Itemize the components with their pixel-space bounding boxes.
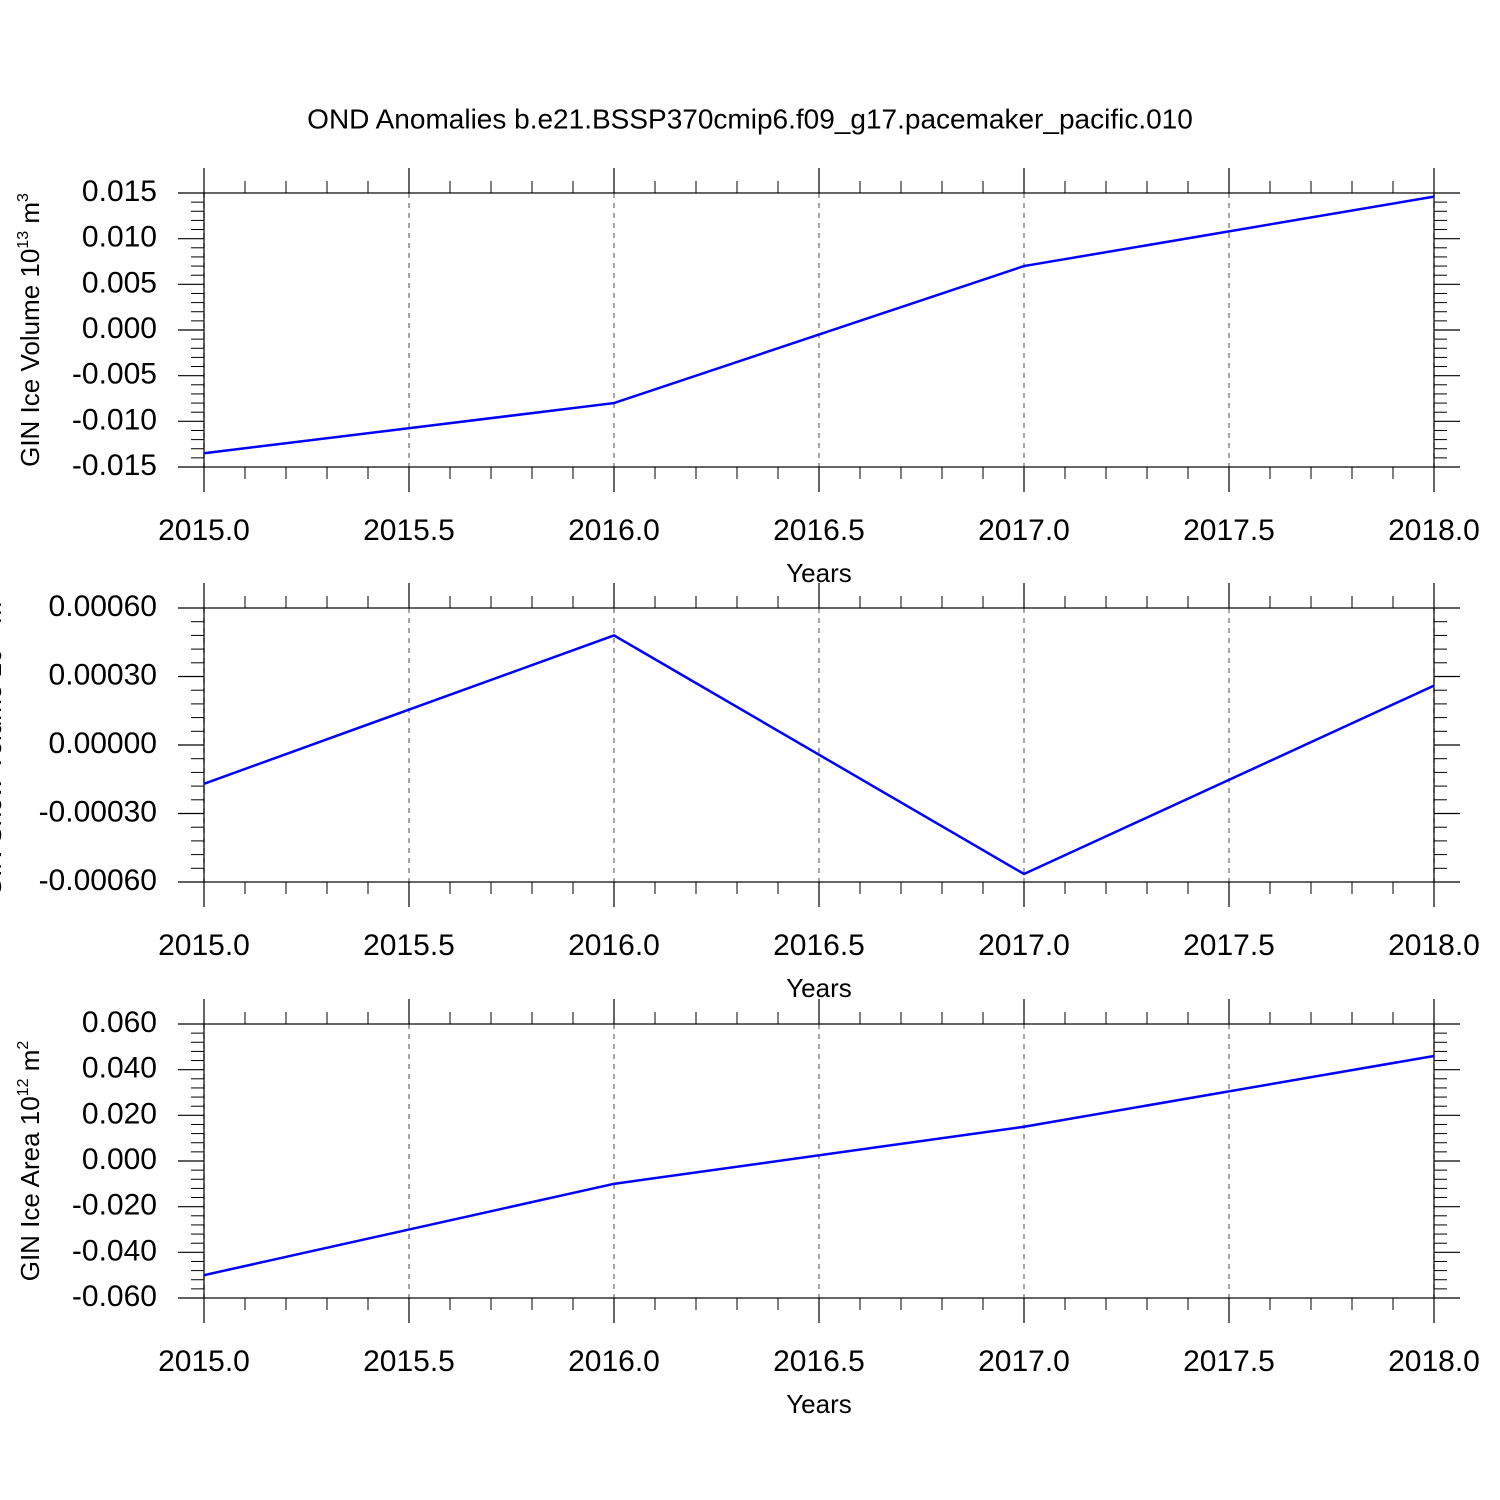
plot-frame (203, 192, 1435, 468)
y-axis-label: GIN Ice Volume 1013 m3 (15, 193, 45, 467)
x-tick-label: 2016.0 (568, 514, 660, 547)
plot-frame (203, 607, 1435, 883)
x-tick-label: 2015.0 (158, 1345, 250, 1378)
y-tick-label: -0.060 (72, 1280, 157, 1313)
y-tick-label: 0.040 (82, 1052, 157, 1085)
y-tick-label: 0.005 (82, 266, 157, 299)
x-tick-label: 2015.0 (158, 929, 250, 962)
x-tick-label: 2017.5 (1183, 1345, 1275, 1378)
y-tick-label: 0.000 (82, 312, 157, 345)
y-tick-label: 0.020 (82, 1097, 157, 1130)
y-axis-label-part: m (15, 202, 45, 231)
x-axis-label: Years (786, 1389, 852, 1419)
y-tick-label: 0.010 (82, 221, 157, 254)
y-tick-label: -0.005 (72, 358, 157, 391)
data-line (203, 195, 1435, 455)
data-line (203, 1054, 1435, 1277)
y-axis-label-part: GIN Ice Volume 10 (15, 249, 45, 467)
data-line (203, 634, 1435, 876)
x-tick-label: 2015.5 (363, 514, 455, 547)
y-tick-label: 0.060 (82, 1006, 157, 1039)
y-axis-label-part: 12 (15, 1078, 32, 1096)
x-axis-label: Years (786, 973, 852, 1003)
x-tick-label: 2015.5 (363, 929, 455, 962)
y-axis-label-part: 3 (15, 193, 32, 202)
plot-frame (203, 1023, 1435, 1299)
figure-title: OND Anomalies b.e21.BSSP370cmip6.f09_g17… (307, 103, 1193, 134)
x-tick-label: 2015.0 (158, 514, 250, 547)
x-tick-label: 2016.0 (568, 929, 660, 962)
y-axis-label-part: m (15, 1050, 45, 1079)
y-tick-label: 0.00030 (49, 658, 157, 691)
x-tick-label: 2016.5 (773, 929, 865, 962)
y-tick-label: -0.020 (72, 1189, 157, 1222)
x-tick-label: 2016.0 (568, 1345, 660, 1378)
y-axis-label: GIN Snow Volume 1013 m3 (0, 593, 7, 897)
y-tick-label: -0.015 (72, 449, 157, 482)
y-tick-label: -0.00030 (39, 795, 157, 828)
y-tick-label: 0.00000 (49, 727, 157, 760)
x-tick-label: 2017.0 (978, 1345, 1070, 1378)
y-tick-label: 0.015 (82, 175, 157, 208)
y-axis-label-part: GIN Snow Volume 10 (0, 649, 7, 898)
x-tick-label: 2017.0 (978, 929, 1070, 962)
x-tick-label: 2015.5 (363, 1345, 455, 1378)
y-tick-label: 0.000 (82, 1143, 157, 1176)
y-axis-label-part: 2 (15, 1041, 32, 1050)
x-tick-label: 2017.0 (978, 514, 1070, 547)
x-tick-label: 2016.5 (773, 514, 865, 547)
x-axis-label: Years (786, 558, 852, 588)
x-tick-label: 2018.0 (1388, 1345, 1480, 1378)
y-axis-label-part: m (0, 602, 7, 631)
y-axis-label: GIN Ice Area 1012 m2 (15, 1041, 45, 1282)
x-tick-label: 2017.5 (1183, 929, 1275, 962)
x-tick-label: 2018.0 (1388, 514, 1480, 547)
x-tick-label: 2018.0 (1388, 929, 1480, 962)
y-tick-label: -0.00060 (39, 864, 157, 897)
x-tick-label: 2016.5 (773, 1345, 865, 1378)
y-tick-label: -0.040 (72, 1234, 157, 1267)
y-axis-label-part: GIN Ice Area 10 (15, 1096, 45, 1281)
x-tick-label: 2017.5 (1183, 514, 1275, 547)
y-tick-label: -0.010 (72, 403, 157, 436)
y-tick-label: 0.00060 (49, 590, 157, 623)
y-axis-label-part: 13 (15, 231, 32, 249)
